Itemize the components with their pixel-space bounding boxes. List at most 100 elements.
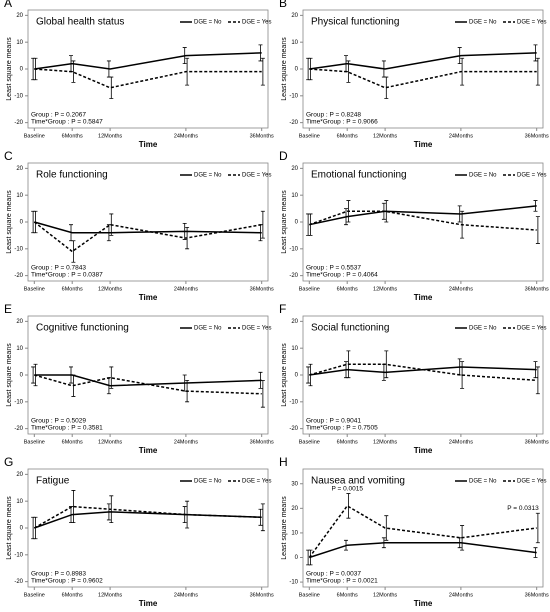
y-tick-label: -10: [14, 246, 23, 252]
plot-frame: [302, 162, 544, 282]
x-axis-label: Time: [414, 599, 433, 608]
x-tick-label: 12Months: [373, 133, 397, 139]
x-tick-label: 36Months: [525, 592, 549, 598]
error-bar: [533, 200, 538, 212]
series-line: [309, 52, 537, 70]
error-bar: [384, 515, 389, 541]
stat-annotation: Group : P = 0.7843: [31, 265, 86, 272]
y-tick-label: 10: [291, 40, 298, 46]
series-line: [33, 221, 262, 253]
x-tick-label: 36Months: [525, 286, 549, 292]
error-bar: [109, 495, 114, 524]
x-tick-label: 12Months: [373, 286, 397, 292]
series-line: [309, 210, 537, 231]
y-tick-label: 20: [291, 319, 298, 325]
series-line: [34, 511, 262, 529]
y-tick-label: 0: [295, 67, 299, 73]
stat-annotation: Time*Group : P = 0.9602: [31, 578, 103, 585]
x-tick-label: 12Months: [98, 133, 122, 139]
y-tick-label: 30: [291, 481, 298, 487]
error-bar: [535, 512, 540, 544]
error-bar: [460, 525, 465, 551]
x-tick-label: Baseline: [299, 439, 320, 445]
legend-label: DGE = No: [194, 479, 222, 485]
y-tick-label: 10: [16, 40, 23, 46]
x-axis-label: Time: [139, 446, 158, 455]
error-bar: [106, 224, 111, 242]
y-tick-label: -20: [289, 426, 298, 432]
panel-label: D: [279, 149, 288, 163]
error-bar: [381, 537, 386, 549]
x-tick-label: 24Months: [449, 286, 473, 292]
stat-annotation: Group : P = 0.0037: [306, 571, 361, 578]
y-tick-label: 20: [291, 166, 298, 172]
x-tick-label: 12Months: [373, 439, 397, 445]
panel-title: Emotional functioning: [311, 170, 407, 181]
legend-label: DGE = No: [194, 173, 222, 179]
error-bar: [457, 47, 462, 65]
error-bar: [533, 361, 538, 379]
x-tick-label: Baseline: [24, 133, 45, 139]
y-tick-label: -20: [14, 120, 23, 126]
legend-label: DGE = Yes: [517, 173, 547, 179]
panel-title: Role functioning: [36, 170, 108, 181]
y-tick-label: -20: [289, 120, 298, 126]
error-bar: [182, 47, 187, 65]
error-bar: [346, 350, 351, 379]
stat-annotation: Group : P = 0.2067: [31, 112, 86, 119]
y-tick-label: 0: [295, 220, 299, 226]
x-tick-label: 36Months: [250, 592, 274, 598]
error-bar: [106, 503, 111, 521]
x-tick-label: Baseline: [24, 286, 45, 292]
y-tick-label: -20: [289, 273, 298, 279]
legend-label: DGE = No: [469, 20, 497, 26]
y-axis-label: Least square means: [6, 37, 13, 101]
error-bar: [71, 490, 76, 524]
plot-frame: [302, 315, 544, 435]
panel-label: F: [279, 302, 286, 316]
error-bar: [71, 240, 76, 263]
y-tick-label: -20: [14, 273, 23, 279]
error-bar: [460, 57, 465, 86]
x-tick-label: 12Months: [373, 592, 397, 598]
y-tick-label: 10: [291, 193, 298, 199]
error-bar: [33, 57, 38, 81]
x-tick-label: 6Months: [337, 133, 358, 139]
series-line: [308, 504, 537, 558]
error-bar: [308, 57, 313, 81]
y-tick-label: 10: [16, 346, 23, 352]
y-tick-label: 0: [295, 555, 299, 561]
panel-title: Global health status: [36, 17, 124, 28]
error-bar: [69, 366, 74, 384]
stat-annotation: Time*Group : P = 0.7505: [306, 425, 378, 432]
x-axis-label: Time: [414, 140, 433, 149]
error-bar: [260, 210, 265, 239]
series-line: [34, 52, 262, 70]
panel-label: B: [279, 0, 287, 10]
error-bar: [460, 210, 465, 239]
y-tick-label: 0: [20, 526, 24, 532]
x-tick-label: 24Months: [449, 439, 473, 445]
x-tick-label: 6Months: [62, 592, 83, 598]
x-tick-label: 36Months: [525, 133, 549, 139]
x-tick-label: Baseline: [24, 439, 45, 445]
stat-annotation: Time*Group : P = 0.4064: [306, 272, 378, 279]
error-bar: [258, 44, 263, 62]
x-axis-label: Time: [139, 599, 158, 608]
panel-title: Physical functioning: [311, 17, 399, 28]
error-bar: [109, 213, 114, 236]
error-bar: [31, 366, 36, 384]
error-bar: [346, 200, 351, 223]
error-bar: [71, 374, 76, 397]
stat-annotation: Time*Group : P = 0.3581: [31, 425, 103, 432]
legend-label: DGE = No: [194, 326, 222, 332]
x-axis-label: Time: [139, 140, 158, 149]
y-tick-label: 20: [291, 506, 298, 512]
y-tick-label: -10: [14, 93, 23, 99]
y-tick-label: -20: [14, 579, 23, 585]
x-tick-label: 6Months: [337, 439, 358, 445]
plot-frame: [27, 468, 269, 588]
x-tick-label: 36Months: [250, 439, 274, 445]
error-bar: [460, 361, 465, 389]
